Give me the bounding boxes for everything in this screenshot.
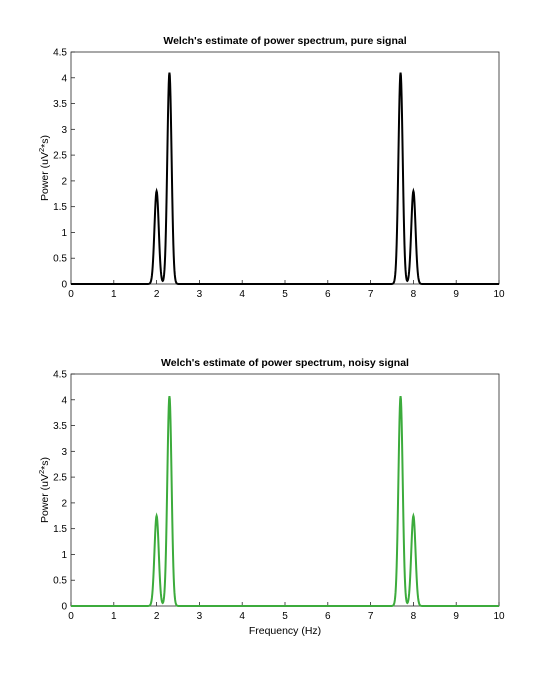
chart-panel-noisy-signal: Welch's estimate of power spectrum, nois… bbox=[37, 357, 505, 637]
x-tick-label: 6 bbox=[325, 611, 331, 622]
x-tick-label: 3 bbox=[197, 289, 203, 300]
y-tick-label: 0.5 bbox=[53, 254, 67, 265]
y-tick-label: 0.5 bbox=[53, 576, 67, 587]
x-tick-label: 6 bbox=[325, 289, 331, 300]
y-tick-label: 1.5 bbox=[53, 202, 67, 213]
x-axis-label: Frequency (Hz) bbox=[249, 625, 321, 637]
y-tick-label: 3.5 bbox=[53, 421, 67, 432]
chart-panel-pure-signal: Welch's estimate of power spectrum, pure… bbox=[37, 35, 505, 300]
x-tick-label: 5 bbox=[282, 611, 288, 622]
y-axis-label: Power (uV2*s) bbox=[37, 135, 52, 201]
y-tick-label: 1 bbox=[61, 228, 67, 239]
x-tick-label: 10 bbox=[493, 611, 505, 622]
x-tick-label: 7 bbox=[368, 611, 374, 622]
y-tick-label: 2.5 bbox=[53, 151, 67, 162]
y-tick-label: 2.5 bbox=[53, 473, 67, 484]
chart-title: Welch's estimate of power spectrum, nois… bbox=[161, 357, 409, 369]
y-tick-label: 0 bbox=[61, 280, 67, 291]
x-tick-label: 4 bbox=[239, 289, 245, 300]
x-tick-label: 8 bbox=[411, 289, 417, 300]
x-tick-label: 2 bbox=[154, 611, 160, 622]
y-tick-label: 2 bbox=[61, 498, 67, 509]
y-tick-label: 0 bbox=[61, 602, 67, 613]
x-tick-label: 7 bbox=[368, 289, 374, 300]
x-tick-label: 8 bbox=[411, 611, 417, 622]
y-tick-label: 4 bbox=[61, 395, 67, 406]
y-tick-label: 2 bbox=[61, 176, 67, 187]
x-tick-label: 4 bbox=[239, 611, 245, 622]
x-tick-label: 10 bbox=[493, 289, 505, 300]
x-tick-label: 2 bbox=[154, 289, 160, 300]
x-tick-label: 0 bbox=[68, 611, 74, 622]
x-tick-label: 9 bbox=[453, 289, 459, 300]
y-tick-label: 4.5 bbox=[53, 48, 67, 59]
x-tick-label: 5 bbox=[282, 289, 288, 300]
y-tick-label: 1 bbox=[61, 550, 67, 561]
chart-title: Welch's estimate of power spectrum, pure… bbox=[163, 35, 406, 47]
y-tick-label: 1.5 bbox=[53, 524, 67, 535]
x-tick-label: 0 bbox=[68, 289, 74, 300]
x-tick-label: 1 bbox=[111, 611, 117, 622]
y-axis-label: Power (uV2*s) bbox=[37, 457, 52, 523]
y-tick-label: 3 bbox=[61, 125, 67, 136]
x-tick-label: 3 bbox=[197, 611, 203, 622]
y-tick-label: 3.5 bbox=[53, 99, 67, 110]
plot-area bbox=[71, 374, 499, 606]
y-tick-label: 4 bbox=[61, 73, 67, 84]
x-tick-label: 1 bbox=[111, 289, 117, 300]
y-tick-label: 4.5 bbox=[53, 370, 67, 381]
plot-area bbox=[71, 52, 499, 284]
x-tick-label: 9 bbox=[453, 611, 459, 622]
y-tick-label: 3 bbox=[61, 447, 67, 458]
